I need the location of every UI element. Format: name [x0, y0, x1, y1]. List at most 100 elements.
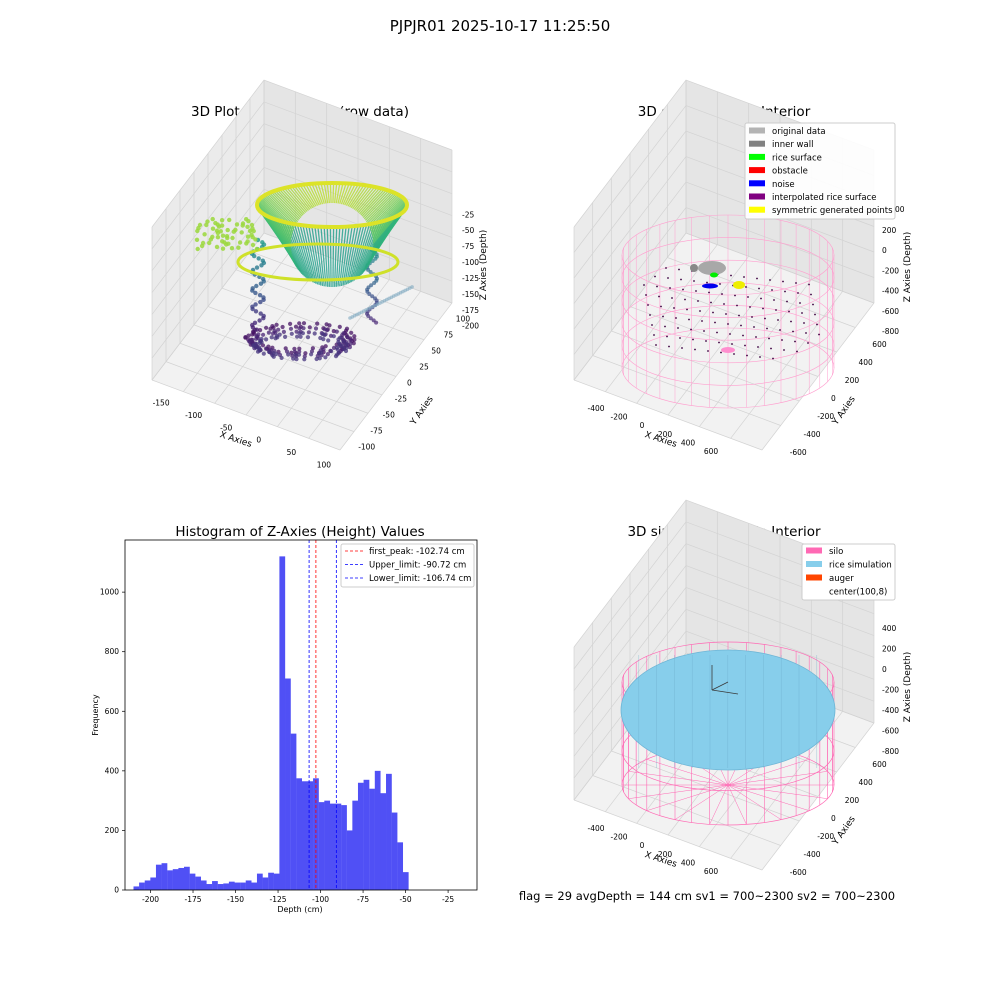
surface-point — [671, 297, 673, 299]
data-point — [254, 283, 259, 289]
data-point — [261, 332, 266, 337]
data-point — [218, 229, 223, 234]
surface-point — [773, 299, 775, 301]
tick-label: -25 — [395, 395, 407, 404]
surface-point — [667, 277, 669, 279]
legend-label: rice surface — [772, 153, 822, 163]
surface-point — [653, 334, 655, 336]
x-tick-label: -100 — [312, 895, 329, 904]
histogram-bar — [251, 882, 258, 890]
surface-stroke — [344, 225, 356, 286]
surface-stroke — [362, 190, 390, 219]
surface-point — [684, 298, 686, 301]
legend-label: center(100,8) — [829, 588, 887, 598]
data-point — [210, 226, 216, 231]
surface-stroke — [311, 183, 322, 205]
surface-stroke — [317, 183, 325, 204]
surface-stroke — [291, 223, 311, 281]
data-point — [370, 294, 375, 299]
data-point — [225, 227, 230, 233]
histogram-bar — [212, 881, 218, 890]
legend-swatch — [749, 206, 765, 213]
surface-point — [665, 267, 667, 269]
histogram-bar — [172, 869, 179, 890]
x-tick-label: -175 — [185, 895, 202, 904]
surface-point — [701, 320, 703, 322]
surface-point — [790, 320, 792, 323]
histogram-bar — [262, 877, 269, 890]
grid-line — [592, 775, 781, 846]
y-tick-label: 400 — [105, 766, 120, 775]
symmetric-points-cluster — [733, 281, 745, 289]
data-point — [297, 346, 302, 351]
surface-point — [777, 319, 779, 321]
histogram-bar — [150, 877, 157, 890]
tick-label: 400 — [859, 358, 874, 367]
legend-frame — [744, 122, 896, 220]
data-point — [296, 352, 302, 357]
tick-label: -100 — [462, 258, 479, 267]
data-point — [294, 357, 299, 362]
tick-label: -200 — [817, 832, 834, 841]
data-point — [277, 332, 282, 337]
data-point — [208, 237, 214, 242]
grid-line — [151, 101, 453, 250]
histogram-bar — [234, 882, 241, 890]
grid-line — [151, 379, 341, 451]
surface-stroke — [293, 185, 312, 209]
surface-stroke — [281, 188, 305, 215]
data-point — [230, 235, 235, 241]
surface-stroke — [279, 188, 304, 216]
data-point — [254, 265, 260, 270]
data-point — [297, 349, 302, 354]
data-point — [219, 223, 225, 228]
surface-stroke — [314, 226, 324, 286]
tick-label: 600 — [704, 867, 719, 876]
raw-data-3d-axes — [151, 79, 453, 451]
status-line: flag = 29 avgDepth = 144 cm sv1 = 700~23… — [519, 889, 895, 903]
data-point — [204, 222, 209, 228]
data-point — [333, 354, 339, 359]
data-point — [288, 321, 293, 326]
data-point — [261, 351, 266, 356]
legend-swatch — [749, 140, 765, 147]
tick-label: 0 — [882, 665, 887, 674]
surface-stroke — [372, 203, 408, 244]
data-point — [367, 292, 372, 296]
surface-point — [649, 314, 651, 316]
tick-label: 25 — [419, 363, 429, 372]
surface-point — [753, 326, 755, 328]
surface-point — [725, 313, 727, 315]
data-point — [195, 246, 200, 252]
data-point — [253, 237, 258, 242]
tick-label: -200 — [882, 686, 899, 695]
surface-stroke — [365, 192, 395, 223]
histogram-y-axis-label: Frequency — [91, 694, 100, 736]
surface-point — [695, 290, 697, 292]
surface-point — [694, 348, 696, 351]
histogram-bar — [301, 781, 308, 890]
surface-point — [720, 351, 722, 354]
tick-label: -75 — [370, 427, 382, 436]
data-point — [258, 299, 263, 305]
data-point — [288, 326, 294, 331]
histogram-bar — [386, 773, 392, 890]
data-point — [267, 349, 272, 354]
data-point — [313, 326, 319, 331]
data-point — [293, 324, 299, 329]
histogram-bar — [279, 556, 286, 890]
surface-point — [660, 305, 662, 308]
surface-stroke — [337, 183, 344, 204]
histogram-bar — [240, 882, 246, 890]
histogram-bar — [369, 788, 375, 890]
silo-floor-spoke — [646, 784, 729, 811]
data-point — [205, 219, 210, 224]
tick-label: -400 — [587, 824, 604, 833]
silo-floor-spoke — [727, 784, 747, 825]
data-point — [297, 321, 302, 326]
data-point — [215, 235, 221, 240]
surface-stroke — [265, 193, 297, 226]
noise-cluster — [702, 283, 718, 289]
surface-point — [705, 340, 707, 342]
surface-stroke — [264, 194, 296, 227]
